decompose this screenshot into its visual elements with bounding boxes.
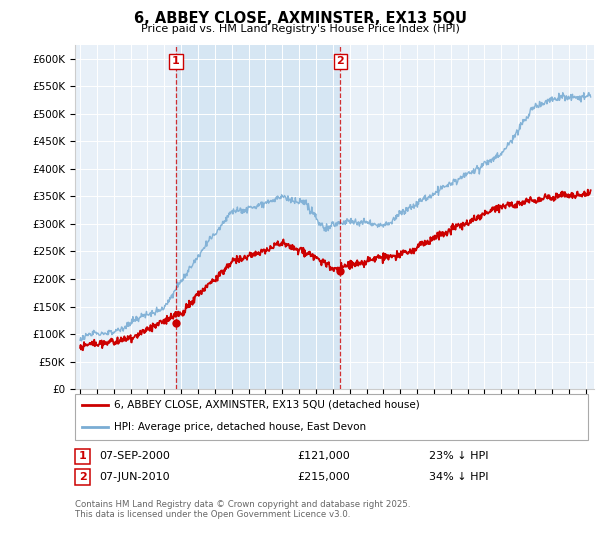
Text: 6, ABBEY CLOSE, AXMINSTER, EX13 5QU: 6, ABBEY CLOSE, AXMINSTER, EX13 5QU bbox=[133, 11, 467, 26]
Text: 34% ↓ HPI: 34% ↓ HPI bbox=[429, 472, 488, 482]
Text: 2: 2 bbox=[79, 472, 86, 482]
Bar bbox=[176, 45, 340, 389]
Text: 07-SEP-2000: 07-SEP-2000 bbox=[99, 451, 170, 461]
Text: 1: 1 bbox=[79, 451, 86, 461]
Text: Price paid vs. HM Land Registry's House Price Index (HPI): Price paid vs. HM Land Registry's House … bbox=[140, 24, 460, 34]
Text: 1: 1 bbox=[172, 57, 180, 66]
Text: 07-JUN-2010: 07-JUN-2010 bbox=[99, 472, 170, 482]
Text: HPI: Average price, detached house, East Devon: HPI: Average price, detached house, East… bbox=[114, 422, 366, 432]
Text: £215,000: £215,000 bbox=[297, 472, 350, 482]
Text: 6, ABBEY CLOSE, AXMINSTER, EX13 5QU (detached house): 6, ABBEY CLOSE, AXMINSTER, EX13 5QU (det… bbox=[114, 400, 420, 410]
Text: Contains HM Land Registry data © Crown copyright and database right 2025.
This d: Contains HM Land Registry data © Crown c… bbox=[75, 500, 410, 519]
Text: 2: 2 bbox=[337, 57, 344, 66]
Text: 23% ↓ HPI: 23% ↓ HPI bbox=[429, 451, 488, 461]
Text: £121,000: £121,000 bbox=[297, 451, 350, 461]
